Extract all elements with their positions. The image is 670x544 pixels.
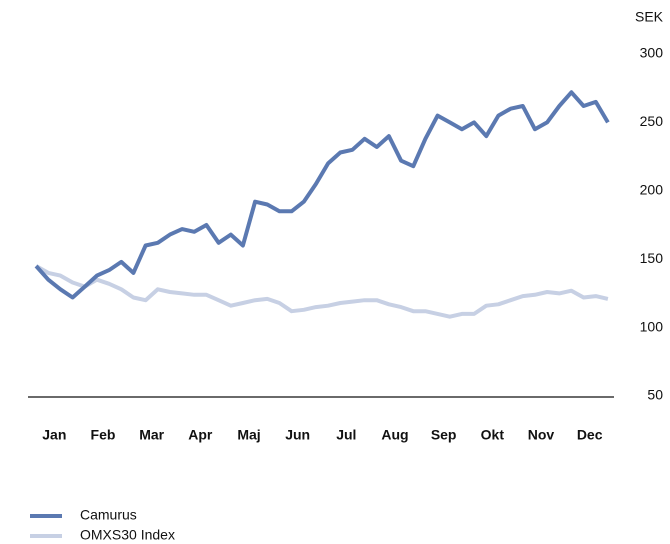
y-tick-label: 200	[640, 182, 664, 198]
x-tick-label: Jun	[285, 427, 310, 443]
y-unit: SEK	[635, 9, 664, 25]
y-tick-label: 150	[640, 250, 664, 266]
x-tick-label: Apr	[188, 427, 213, 443]
x-tick-label: Feb	[91, 427, 116, 443]
x-tick-label: Nov	[528, 427, 555, 443]
x-tick-label: Jul	[336, 427, 356, 443]
series-line	[35, 264, 609, 319]
x-tick-label: Mar	[139, 427, 164, 443]
x-tick-label: Jan	[42, 427, 66, 443]
x-tick-label: Okt	[481, 427, 505, 443]
x-tick-label: Dec	[577, 427, 603, 443]
legend-label: OMXS30 Index	[80, 527, 175, 543]
x-tick-label: Maj	[237, 427, 260, 443]
y-tick-label: 250	[640, 113, 664, 129]
x-tick-label: Sep	[431, 427, 457, 443]
legend-label: Camurus	[80, 507, 137, 523]
series-line	[34, 90, 610, 300]
y-tick-label: 100	[640, 318, 664, 334]
y-tick-label: 300	[640, 45, 664, 61]
x-tick-label: Aug	[381, 427, 408, 443]
y-tick-label: 50	[647, 387, 663, 403]
